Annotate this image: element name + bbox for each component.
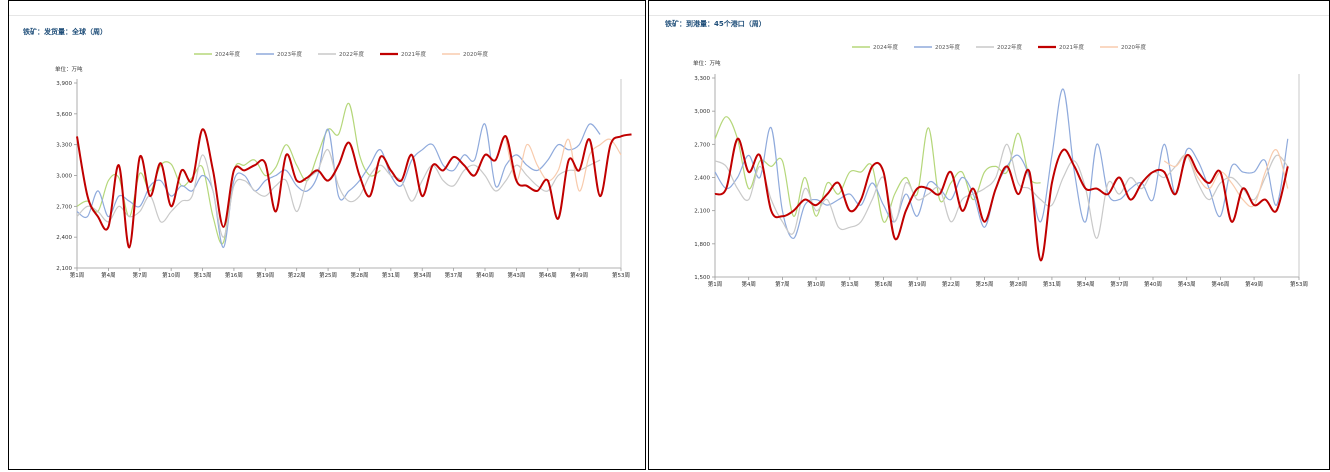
- x-tick-label: 第19周: [908, 280, 926, 288]
- y-tick-label: 2,400: [56, 235, 72, 241]
- chart-panel-shipments: 铁矿：发货量：全球（周） 单位：万吨 2,100 2,400 2,700 3,000 3,…: [8, 0, 646, 470]
- x-tick-label: 第13周: [841, 280, 859, 288]
- chart-panel-arrivals: 铁矿：到港量：45个港口（周） 单位：万吨 1,500 1,800 2,100 2,40…: [648, 0, 1330, 470]
- legend-label: 2020年度: [1121, 43, 1146, 51]
- y-tick-label: 3,900: [56, 81, 72, 87]
- legend-label: 2021年度: [401, 50, 426, 58]
- x-tick-label: 第49周: [1245, 280, 1263, 288]
- y-tick-label: 3,000: [56, 174, 72, 180]
- series-line: [714, 88, 1289, 239]
- x-tick-label: 第37周: [445, 271, 463, 279]
- series-line: [505, 138, 622, 192]
- y-tick-label: 1,500: [694, 275, 710, 281]
- x-tick-label: 第37周: [1110, 280, 1128, 288]
- y-tick-label: 3,600: [56, 112, 72, 118]
- x-tick-label: 第7周: [133, 271, 148, 279]
- y-tick-label: 2,700: [694, 142, 710, 148]
- x-tick-label: 第16周: [874, 280, 892, 288]
- x-tick-label: 第4周: [101, 271, 116, 279]
- x-tick-label: 第22周: [288, 271, 306, 279]
- x-tick-label: 第53周: [612, 271, 630, 279]
- x-tick-label: 第49周: [570, 271, 588, 279]
- x-tick-label: 第25周: [976, 280, 994, 288]
- x-tick-label: 第40周: [1144, 280, 1162, 288]
- panel-top-rule: [9, 15, 645, 16]
- series-line: [76, 128, 632, 249]
- x-tick-label: 第1周: [708, 280, 723, 288]
- x-tick-label: 第34周: [1077, 280, 1095, 288]
- y-tick-label: 2,100: [56, 266, 72, 272]
- y-tick-label: 2,100: [694, 209, 710, 215]
- chart-title: 铁矿：到港量：45个港口（周）: [665, 20, 766, 28]
- series-line: [714, 116, 1041, 223]
- x-tick-label: 第19周: [256, 271, 274, 279]
- x-tick-label: 第25周: [319, 271, 337, 279]
- legend-label: 2024年度: [873, 43, 898, 51]
- legend-label: 2023年度: [277, 50, 302, 58]
- y-tick-label: 3,300: [56, 143, 72, 149]
- x-tick-label: 第13周: [194, 271, 212, 279]
- chart-shipments-svg: 单位：万吨 2,100 2,400 2,700 3,000 3,300 3,600 3,900…: [55, 50, 632, 279]
- x-tick-label: 第4周: [741, 280, 756, 288]
- x-tick-label: 第53周: [1290, 280, 1308, 288]
- x-tick-label: 第28周: [350, 271, 368, 279]
- x-tick-label: 第1周: [70, 271, 85, 279]
- unit-label: 单位：万吨: [55, 65, 83, 73]
- y-tick-label: 1,800: [694, 242, 710, 248]
- chart-arrivals-svg: 单位：万吨 1,500 1,800 2,100 2,400 2,700 3,000 3,300…: [693, 43, 1308, 288]
- legend-label: 2022年度: [339, 50, 364, 58]
- legend-label: 2021年度: [1059, 43, 1084, 51]
- x-tick-label: 第7周: [775, 280, 790, 288]
- legend-label: 2022年度: [997, 43, 1022, 51]
- y-tick-label: 3,300: [694, 76, 710, 82]
- chart-title: 铁矿：发货量：全球（周）: [23, 28, 107, 36]
- x-tick-label: 第46周: [539, 271, 557, 279]
- series-line: [714, 143, 1289, 239]
- unit-label: 单位：万吨: [693, 59, 721, 67]
- x-tick-label: 第31周: [382, 271, 400, 279]
- x-tick-label: 第10周: [807, 280, 825, 288]
- y-tick-label: 2,400: [694, 176, 710, 182]
- x-tick-label: 第16周: [225, 271, 243, 279]
- y-tick-label: 2,700: [56, 204, 72, 210]
- x-tick-label: 第22周: [942, 280, 960, 288]
- x-tick-label: 第43周: [1178, 280, 1196, 288]
- series-line: [714, 137, 1289, 262]
- x-tick-label: 第31周: [1043, 280, 1061, 288]
- legend-label: 2023年度: [935, 43, 960, 51]
- x-tick-label: 第43周: [507, 271, 525, 279]
- panel-top-rule: [649, 15, 1329, 16]
- series-line: [76, 123, 601, 249]
- legend-label: 2024年度: [215, 50, 240, 58]
- x-tick-label: 第34周: [413, 271, 431, 279]
- x-tick-label: 第10周: [162, 271, 180, 279]
- y-tick-label: 3,000: [694, 109, 710, 115]
- x-tick-label: 第46周: [1211, 280, 1229, 288]
- legend-label: 2020年度: [463, 50, 488, 58]
- x-tick-label: 第40周: [476, 271, 494, 279]
- x-tick-label: 第28周: [1009, 280, 1027, 288]
